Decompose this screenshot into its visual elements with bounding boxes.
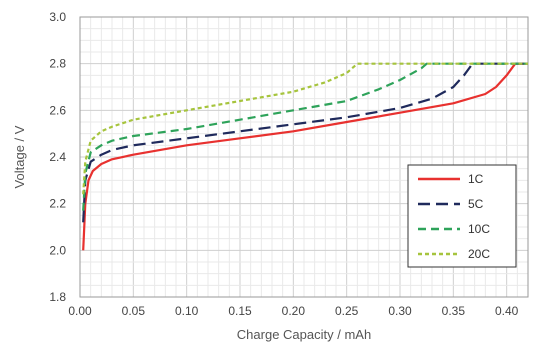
legend-label: 5C [468, 197, 484, 211]
tick-labels: 0.00 0.05 0.10 0.15 0.20 0.25 0.30 0.35 0.40 1.8 2… [49, 10, 518, 318]
legend-items: 1C 5C 10C 20C [418, 172, 490, 261]
plot-frame [79, 16, 529, 298]
x-tick-label: 0.20 [282, 304, 306, 318]
y-tick-label: 3.0 [49, 10, 66, 24]
x-tick-label: 0.10 [175, 304, 199, 318]
x-tick-label: 0.30 [388, 304, 412, 318]
series-line-20c [82, 62, 528, 195]
series-line-5c [82, 62, 528, 223]
x-tick-label: 0.25 [335, 304, 359, 318]
series-line-10c [82, 62, 528, 211]
legend-label: 20C [468, 247, 490, 261]
y-tick-label: 2.4 [49, 150, 66, 164]
series-line-1c [82, 62, 528, 251]
x-tick-label: 0.15 [228, 304, 252, 318]
legend-label: 10C [468, 222, 490, 236]
y-tick-label: 2.6 [49, 103, 66, 117]
y-tick-label: 2.2 [49, 197, 66, 211]
x-tick-label: 0.40 [495, 304, 519, 318]
x-axis-title: Charge Capacity / mAh [237, 327, 371, 342]
legend: 1C 5C 10C 20C [407, 164, 517, 268]
y-tick-label: 2.0 [49, 243, 66, 257]
x-tick-label: 0.35 [442, 304, 466, 318]
x-tick-label: 0.05 [122, 304, 146, 318]
series-lines [82, 62, 528, 251]
x-tick-label: 0.00 [68, 304, 92, 318]
legend-label: 1C [468, 172, 484, 186]
y-tick-label: 1.8 [49, 290, 66, 304]
y-tick-label: 2.8 [49, 57, 66, 71]
y-axis-title: Voltage / V [12, 125, 27, 188]
legend-box [407, 164, 517, 268]
